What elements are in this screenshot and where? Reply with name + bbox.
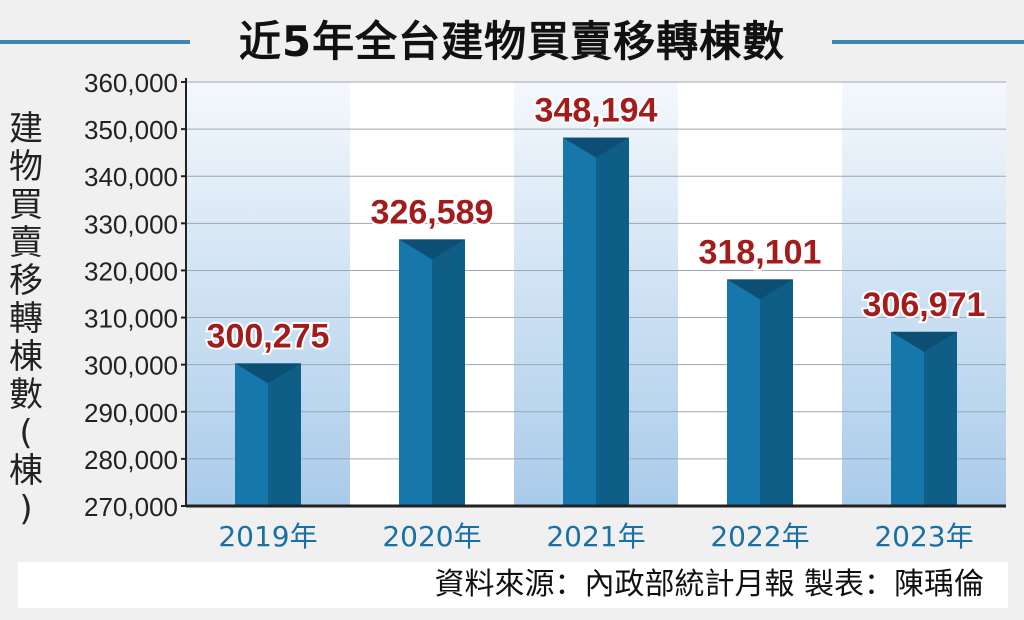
- y-tick-label: 280,000: [84, 445, 178, 475]
- title-rule-left: [0, 40, 190, 44]
- x-tick-label: 2022年: [710, 520, 809, 553]
- bar-top-facet: [563, 137, 629, 158]
- bar-side: [924, 331, 957, 506]
- y-axis-label-char: 買: [9, 185, 43, 225]
- bar-side: [432, 239, 465, 506]
- bar-side: [760, 279, 793, 506]
- bar-value-label: 348,194: [535, 92, 658, 130]
- y-axis-label: 建物買賣移轉棟數(棟): [6, 110, 46, 528]
- y-tick-label: 360,000: [84, 68, 178, 98]
- y-axis-label-char: 賣: [9, 223, 43, 263]
- title-rule-right: [832, 40, 1024, 44]
- y-axis-label-char: 數: [9, 375, 43, 415]
- y-tick-label: 270,000: [84, 492, 178, 522]
- y-axis-label-char: ): [19, 489, 33, 529]
- x-tick-label: 2021年: [546, 520, 645, 553]
- x-tick-label: 2019年: [218, 520, 317, 553]
- bar-value-label: 306,971: [863, 286, 986, 324]
- bar-value-label: 326,589: [371, 193, 494, 231]
- y-tick-label: 350,000: [84, 115, 178, 145]
- bar-top-facet: [399, 239, 465, 260]
- bar: [399, 239, 432, 506]
- bar-top-facet: [235, 363, 301, 384]
- x-tick-label: 2023年: [874, 520, 973, 553]
- y-axis-label-char: 建: [9, 109, 43, 149]
- source-note: 資料來源：內政部統計月報 製表：陳瑀倫: [18, 562, 1008, 608]
- bar: [891, 331, 924, 506]
- y-axis-label-char: 棟: [9, 337, 43, 377]
- y-tick-label: 310,000: [84, 304, 178, 334]
- y-tick-label: 340,000: [84, 162, 178, 192]
- x-tick-label: 2020年: [382, 520, 481, 553]
- y-tick-label: 330,000: [84, 209, 178, 239]
- bar-side: [268, 363, 301, 506]
- y-axis-label-char: 移: [9, 261, 43, 301]
- bar-value-label: 300,275: [207, 317, 330, 355]
- y-tick-label: 300,000: [84, 351, 178, 381]
- bar-value-label: 318,101: [699, 233, 822, 271]
- y-axis-label-char: 轉: [9, 299, 43, 339]
- bar-top-facet: [891, 331, 957, 352]
- bar-side: [596, 137, 629, 506]
- bar: [563, 137, 596, 506]
- y-axis-label-char: 棟: [9, 451, 43, 491]
- y-tick-label: 290,000: [84, 398, 178, 428]
- chart-title: 近5年全台建物買賣移轉棟數: [238, 17, 786, 66]
- y-axis-label-char: (: [19, 413, 33, 453]
- y-tick-label: 320,000: [84, 256, 178, 286]
- bar-top-facet: [727, 279, 793, 300]
- y-axis-label-char: 物: [9, 147, 43, 187]
- bar: [235, 363, 268, 506]
- bar: [727, 279, 760, 506]
